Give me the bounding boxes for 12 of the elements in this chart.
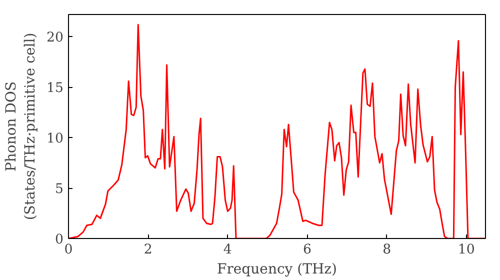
x-tick-label: 6 bbox=[303, 242, 312, 258]
y-tick-label: 15 bbox=[46, 81, 64, 96]
x-axis-title: Frequency (THz) bbox=[216, 262, 338, 278]
x-tick-label: 4 bbox=[223, 242, 232, 258]
y-tick-label: 20 bbox=[46, 30, 64, 46]
y-tick-label: 10 bbox=[46, 132, 64, 147]
y-tick-label: 0 bbox=[55, 232, 64, 248]
x-tick-label: 10 bbox=[458, 242, 475, 258]
x-tick-label: 8 bbox=[382, 242, 392, 258]
x-tick-label: 2 bbox=[144, 242, 152, 258]
y-axis-title: Phonon DOS (States/THz·primitive cell) bbox=[3, 32, 39, 220]
y-tick-label: 5 bbox=[55, 182, 64, 198]
